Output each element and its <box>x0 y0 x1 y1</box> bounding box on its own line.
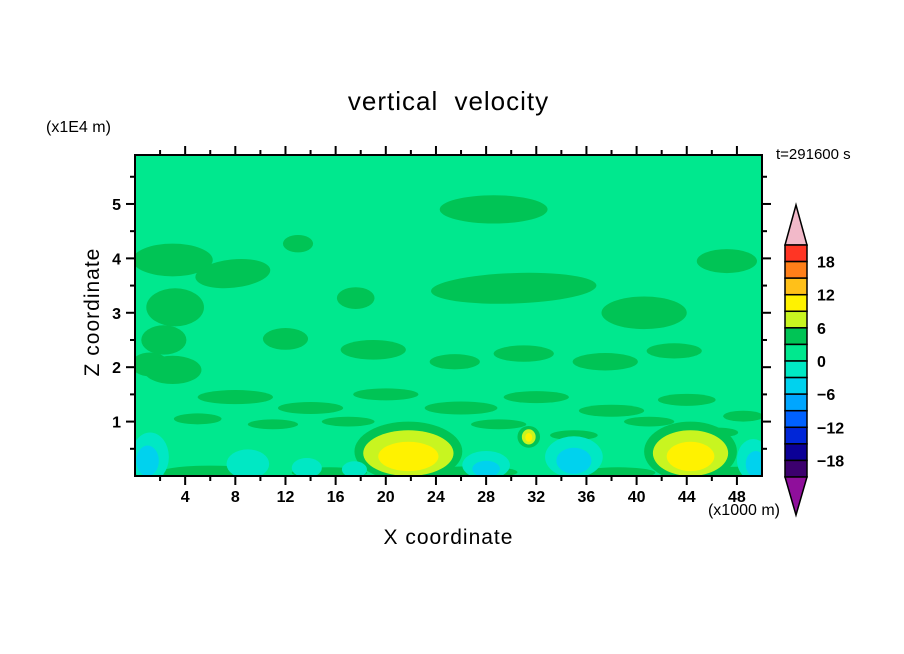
colorbar-tick-label: −18 <box>817 453 844 470</box>
colorbar-segment <box>784 459 808 478</box>
contour-blob <box>601 296 687 330</box>
contour-blob <box>666 441 715 472</box>
contour-blob <box>143 355 202 385</box>
contour-blob <box>503 391 569 404</box>
contour-blob <box>141 325 187 355</box>
contour-blob <box>277 402 344 414</box>
x-tick-label: 40 <box>628 489 646 506</box>
colorbar-segment <box>784 443 808 462</box>
x-tick-label: 12 <box>277 489 295 506</box>
x-tick-label: 20 <box>377 489 395 506</box>
colorbar-arrow-top <box>784 202 808 246</box>
colorbar-segment <box>784 393 808 412</box>
contour-blob <box>341 461 367 476</box>
contour-blob <box>424 401 498 415</box>
x-tick-label: 44 <box>678 489 696 506</box>
contour-blob <box>429 354 480 370</box>
colorbar-tick-label: 6 <box>817 321 826 338</box>
contour-blob <box>378 441 439 472</box>
colorbar-tick-label: 18 <box>817 255 835 272</box>
contour-blob <box>262 328 309 350</box>
contour-blob <box>321 416 375 427</box>
x-tick-label: 32 <box>527 489 545 506</box>
contour-blob <box>336 287 375 309</box>
colorbar-tick-label: 0 <box>817 354 826 371</box>
y-tick-label: 5 <box>112 197 121 214</box>
contour-blob <box>657 393 716 406</box>
x-tick-label: 48 <box>728 489 746 506</box>
contour-blob <box>556 447 592 474</box>
y-tick-label: 1 <box>112 415 121 432</box>
y-tick-label: 4 <box>112 251 121 268</box>
x-tick-label: 24 <box>427 489 445 506</box>
colorbar-segment <box>784 277 808 296</box>
y-axis-unit-label: (x1E4 m) <box>46 119 111 136</box>
time-annotation: t=291600 s <box>776 146 851 163</box>
y-tick-label: 3 <box>112 306 121 323</box>
contour-blob <box>696 249 757 274</box>
colorbar-arrow-bottom <box>784 476 808 518</box>
contour-blob <box>340 339 406 360</box>
x-tick-label: 28 <box>477 489 495 506</box>
contour-blob <box>430 272 597 304</box>
contour-blob <box>578 404 645 417</box>
contour-blob <box>723 410 762 422</box>
contour-blob <box>247 419 299 430</box>
contour-blob <box>550 430 598 441</box>
contour-blob <box>136 445 159 476</box>
y-tick-label: 2 <box>112 360 121 377</box>
x-tick-label: 16 <box>327 489 345 506</box>
colorbar-segment <box>784 360 808 379</box>
x-tick-label: 36 <box>578 489 596 506</box>
chart-title: vertical velocity <box>347 86 550 116</box>
contour-blob <box>173 413 222 425</box>
contour-blob <box>572 353 638 371</box>
colorbar-segment <box>784 244 808 263</box>
x-axis-title: X coordinate <box>383 526 514 549</box>
colorbar-segment <box>784 293 808 313</box>
colorbar-tick-label: 12 <box>817 288 835 305</box>
contour-blob <box>493 345 554 362</box>
x-tick-label: 8 <box>231 489 240 506</box>
contour-blob <box>471 419 527 430</box>
contour-blob <box>580 467 656 476</box>
contour-blob <box>291 458 322 476</box>
colorbar-tick-label: −6 <box>817 387 835 404</box>
contour-blob <box>135 243 213 277</box>
x-axis-unit-label: (x1000 m) <box>707 502 780 519</box>
contour-blob <box>353 388 419 401</box>
colorbar-segment <box>784 376 808 395</box>
x-tick-label: 4 <box>181 489 190 506</box>
colorbar-segment <box>784 310 808 329</box>
plot-frame <box>134 154 763 477</box>
colorbar-segment <box>784 260 808 279</box>
contour-field <box>135 155 762 476</box>
contour-blob <box>525 433 533 442</box>
contour-blob <box>745 450 762 476</box>
contour-blob <box>646 343 702 359</box>
contour-blob <box>624 416 675 427</box>
contour-blob <box>439 195 548 224</box>
colorbar-segment <box>784 409 808 429</box>
contour-blob <box>226 449 270 476</box>
colorbar-tick-label: −12 <box>817 420 844 437</box>
colorbar-segment <box>784 343 808 362</box>
contour-blob <box>195 258 271 289</box>
colorbar-segment <box>784 426 808 445</box>
contour-blob <box>146 288 204 327</box>
contour-blob <box>197 390 273 405</box>
contour-blob <box>472 460 500 476</box>
contour-blob <box>282 234 314 253</box>
colorbar-segment <box>784 327 808 346</box>
